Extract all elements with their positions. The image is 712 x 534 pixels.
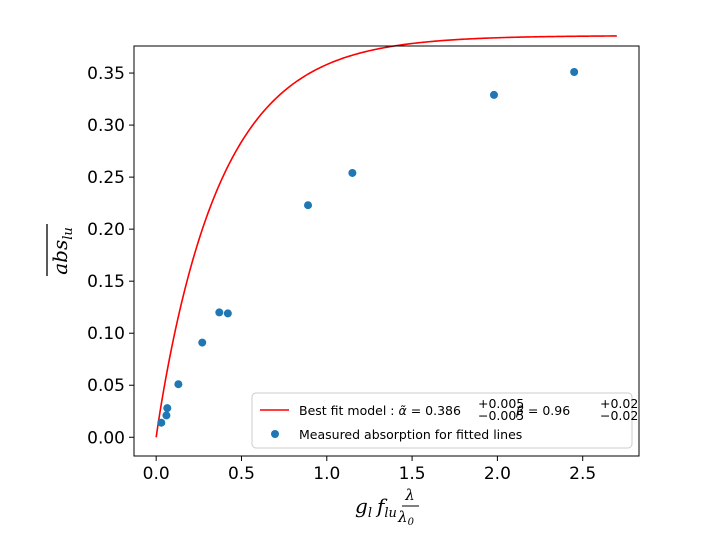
legend-box xyxy=(251,392,633,449)
svg-text:, β = 0.96: , β = 0.96 xyxy=(508,403,570,418)
y-axis-label: abslu xyxy=(46,224,76,276)
data-point xyxy=(163,404,172,413)
x-tick-label: 1.0 xyxy=(313,464,340,484)
x-axis-label-frac-den: λ xyxy=(397,508,408,526)
x-tick-label: 2.0 xyxy=(484,464,511,484)
legend-fit-beta-sub: −0.02 xyxy=(600,408,638,423)
x-axis-label-f-sub: lu xyxy=(384,506,397,521)
svg-text:Best fit model : α̃ = 0.386: Best fit model : α̃ = 0.386 xyxy=(299,403,461,418)
y-tick-label: 0.30 xyxy=(87,116,125,136)
data-point xyxy=(157,418,166,427)
data-point xyxy=(304,201,313,210)
y-axis-label-sub: lu xyxy=(61,227,76,240)
legend-fit-beta-symbol: β xyxy=(515,403,524,418)
points-layer xyxy=(157,68,579,427)
y-tick-label: 0.35 xyxy=(87,64,125,84)
data-point xyxy=(489,90,498,99)
x-tick-label: 0.0 xyxy=(143,464,170,484)
x-axis-label-g-sub: l xyxy=(368,506,372,521)
x-tick-label: 2.5 xyxy=(569,464,596,484)
x-tick-label: 0.5 xyxy=(228,464,255,484)
y-tick-label: 0.25 xyxy=(87,168,125,188)
svg-text:abslu: abslu xyxy=(48,227,76,275)
legend-measured-label: Measured absorption for fitted lines xyxy=(299,427,522,442)
y-tick-label: 0.10 xyxy=(87,324,125,344)
x-tick-label: 1.5 xyxy=(399,464,426,484)
plot-frame xyxy=(133,45,640,457)
data-point xyxy=(223,309,232,318)
legend-fit-alpha-value: = 0.386 xyxy=(407,403,461,418)
legend-fit-alpha-symbol: α̃ xyxy=(398,403,407,418)
data-point xyxy=(215,308,224,317)
legend-fit-beta-value: = 0.96 xyxy=(524,403,570,418)
legend-fit-beta-sup: +0.02 xyxy=(600,396,638,411)
x-axis-label-frac-num: λ xyxy=(404,486,415,504)
y-tick-label: 0.20 xyxy=(87,220,125,240)
legend-marker-swatch xyxy=(271,430,279,438)
data-point xyxy=(174,380,183,389)
legend-fit-alpha-sub: −0.005 xyxy=(478,408,524,423)
data-point xyxy=(198,338,207,347)
legend-fit-separator: , xyxy=(508,403,516,418)
x-axis-label: gl flu λ λ0 xyxy=(355,486,419,528)
fit-curve xyxy=(155,35,617,438)
data-point xyxy=(162,411,171,420)
y-tick-label: 0.00 xyxy=(87,428,125,448)
data-point xyxy=(570,68,579,77)
fit-curve-layer xyxy=(155,35,617,438)
y-axis-label-main: abs xyxy=(48,240,72,275)
data-point xyxy=(348,168,357,177)
y-axis-ticks: 0.00 0.05 0.10 0.15 0.20 0.25 0.30 0.35 xyxy=(87,64,134,448)
y-tick-label: 0.15 xyxy=(87,272,125,292)
legend-fit-prefix: Best fit model : xyxy=(299,403,398,418)
y-tick-label: 0.05 xyxy=(87,376,125,396)
legend: Best fit model : α̃ = 0.386 +0.005 −0.00… xyxy=(251,392,638,449)
x-axis-label-g: g xyxy=(355,494,368,518)
legend-fit-alpha-sup: +0.005 xyxy=(478,396,524,411)
x-axis-label-frac-den-sub: 0 xyxy=(408,517,415,528)
svg-text:λ0: λ0 xyxy=(397,508,415,528)
x-axis-ticks: 0.0 0.5 1.0 1.5 2.0 2.5 xyxy=(143,456,596,484)
